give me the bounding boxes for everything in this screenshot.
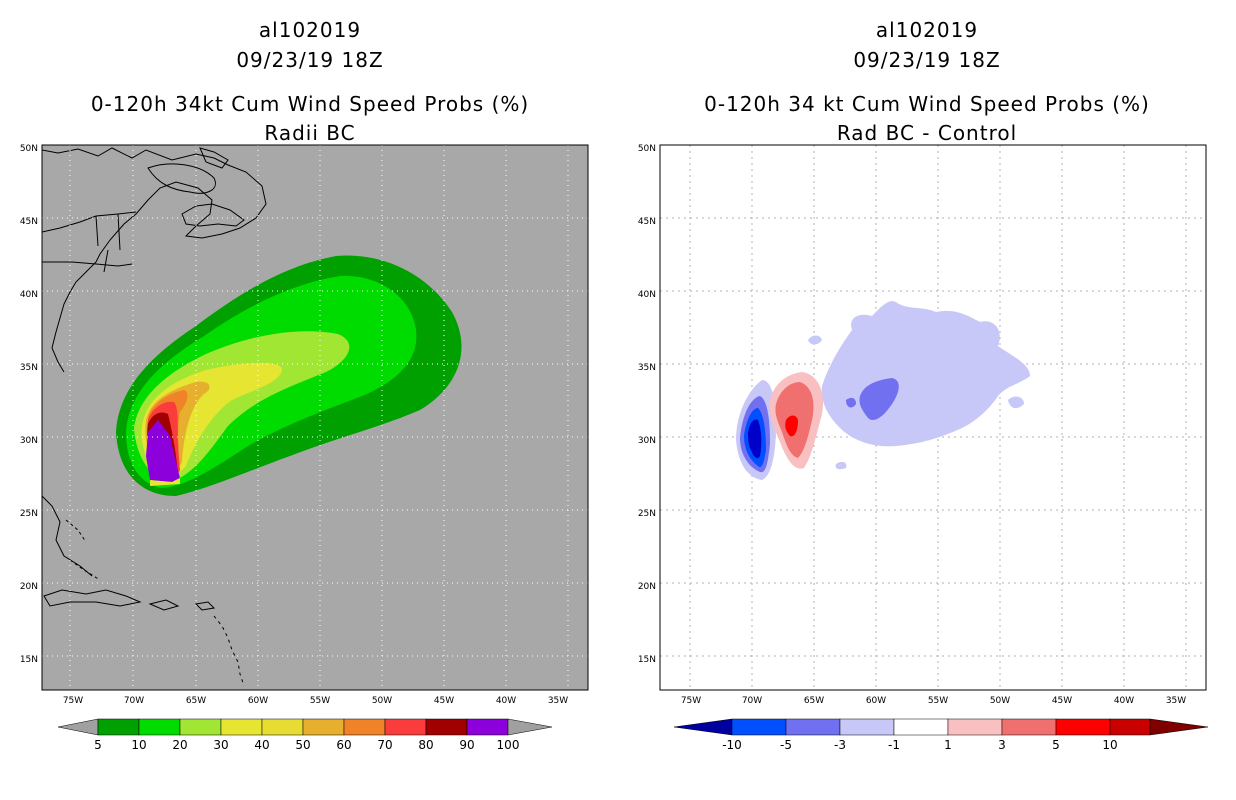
left-datetime: 09/23/19 18Z	[236, 48, 384, 72]
colorbar-swatch	[1001, 718, 1057, 736]
colorbar-label: 20	[172, 738, 187, 752]
colorbar-swatch	[785, 718, 841, 736]
left-map	[41, 144, 589, 691]
colorbar-swatch	[1109, 718, 1151, 736]
lon-label: 60W	[248, 696, 268, 706]
lat-label: 45N	[20, 217, 38, 227]
colorbar-end-right	[507, 718, 553, 736]
lon-label: 65W	[804, 696, 824, 706]
colorbar-label: 90	[459, 738, 474, 752]
left-storm-id: al102019	[258, 18, 362, 42]
lat-label: 40N	[20, 290, 38, 300]
lat-label: 30N	[638, 436, 656, 446]
right-map	[659, 144, 1207, 691]
lon-label: 70W	[124, 696, 144, 706]
colorbar-swatch	[1055, 718, 1111, 736]
colorbar-swatch	[138, 718, 181, 736]
lon-label: 50W	[990, 696, 1010, 706]
colorbar-label: 10	[1102, 738, 1117, 752]
colorbar-swatch	[179, 718, 222, 736]
colorbar-label: -5	[780, 738, 792, 752]
right-difference-contours	[736, 301, 1030, 480]
colorbar-swatch	[466, 718, 509, 736]
lon-label: 35W	[1166, 696, 1186, 706]
colorbar-swatch	[261, 718, 304, 736]
lon-label: 70W	[742, 696, 762, 706]
colorbar-label: 60	[336, 738, 351, 752]
lat-label: 35N	[20, 363, 38, 373]
lat-label: 20N	[20, 582, 38, 592]
colorbar-swatch	[893, 718, 949, 736]
colorbar-label: 30	[213, 738, 228, 752]
right-storm-id: al102019	[875, 18, 979, 42]
left-longitude-labels: 75W 70W 65W 60W 55W 50W 45W 40W 35W	[63, 696, 568, 706]
colorbar-swatch	[343, 718, 386, 736]
lon-label: 55W	[310, 696, 330, 706]
lon-label: 75W	[681, 696, 701, 706]
colorbar-label: -3	[834, 738, 846, 752]
colorbar-label: -1	[888, 738, 900, 752]
lat-label: 50N	[638, 144, 656, 154]
colorbar-label: 100	[497, 738, 520, 752]
colorbar-swatch	[384, 718, 427, 736]
colorbar-label: 5	[1052, 738, 1060, 752]
right-colorbar: -10 -5 -3 -1 1 3 5 10	[673, 718, 1209, 752]
right-map-frame	[659, 144, 1207, 691]
colorbar-label: 3	[998, 738, 1006, 752]
colorbar-swatch	[839, 718, 895, 736]
lat-label: 15N	[20, 655, 38, 665]
lon-label: 75W	[63, 696, 83, 706]
left-latitude-labels: 50N 45N 40N 35N 30N 25N 20N 15N	[20, 144, 38, 665]
lon-label: 45W	[1052, 696, 1072, 706]
lat-label: 30N	[20, 436, 38, 446]
colorbar-end-left	[673, 718, 733, 736]
lon-label: 45W	[434, 696, 454, 706]
right-title: 0-120h 34 kt Cum Wind Speed Probs (%)	[704, 92, 1150, 116]
left-probability-contours	[116, 255, 462, 496]
lat-label: 15N	[638, 655, 656, 665]
colorbar-label: 80	[418, 738, 433, 752]
lat-label: 45N	[638, 217, 656, 227]
left-subtitle: Radii BC	[264, 121, 356, 145]
lon-label: 40W	[496, 696, 516, 706]
colorbar-end-left	[57, 718, 99, 736]
colorbar-label: -10	[722, 738, 742, 752]
lon-label: 60W	[866, 696, 886, 706]
colorbar-swatch	[947, 718, 1003, 736]
colorbar-swatch	[731, 718, 787, 736]
colorbar-swatch	[425, 718, 468, 736]
colorbar-label: 5	[94, 738, 102, 752]
lon-label: 65W	[186, 696, 206, 706]
colorbar-label: 50	[295, 738, 310, 752]
lat-label: 40N	[638, 290, 656, 300]
colorbar-end-right	[1149, 718, 1209, 736]
right-longitude-labels: 75W 70W 65W 60W 55W 50W 45W 40W 35W	[681, 696, 1186, 706]
lat-label: 50N	[20, 144, 38, 154]
left-map-frame	[41, 144, 589, 691]
colorbar-swatch	[97, 718, 140, 736]
right-latitude-labels: 50N 45N 40N 35N 30N 25N 20N 15N	[638, 144, 656, 665]
lon-label: 50W	[372, 696, 392, 706]
left-title: 0-120h 34kt Cum Wind Speed Probs (%)	[90, 92, 530, 116]
colorbar-swatch	[302, 718, 345, 736]
colorbar-swatch	[220, 718, 263, 736]
lon-label: 55W	[928, 696, 948, 706]
lon-label: 35W	[548, 696, 568, 706]
colorbar-label: 40	[254, 738, 269, 752]
colorbar-label: 1	[944, 738, 952, 752]
lat-label: 25N	[638, 509, 656, 519]
left-colorbar: 5 10 20 30 40 50 60 70 80 90 100	[57, 718, 553, 752]
right-subtitle: Rad BC - Control	[836, 121, 1018, 145]
lat-label: 20N	[638, 582, 656, 592]
lat-label: 25N	[20, 509, 38, 519]
colorbar-label: 10	[131, 738, 146, 752]
right-datetime: 09/23/19 18Z	[853, 48, 1001, 72]
colorbar-label: 70	[377, 738, 392, 752]
lat-label: 35N	[638, 363, 656, 373]
lon-label: 40W	[1114, 696, 1134, 706]
